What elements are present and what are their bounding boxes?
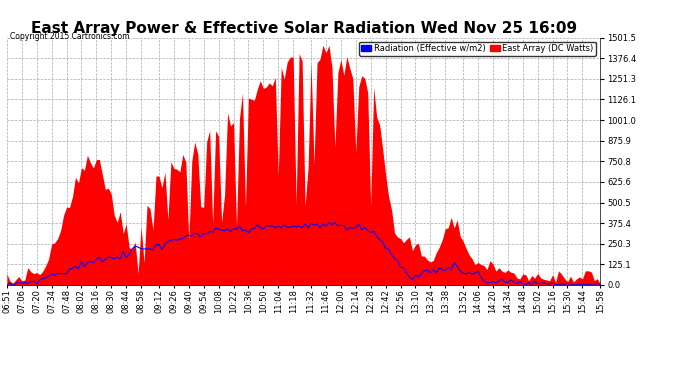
Text: Copyright 2015 Cartronics.com: Copyright 2015 Cartronics.com <box>10 32 130 41</box>
Legend: Radiation (Effective w/m2), East Array (DC Watts): Radiation (Effective w/m2), East Array (… <box>359 42 596 56</box>
Title: East Array Power & Effective Solar Radiation Wed Nov 25 16:09: East Array Power & Effective Solar Radia… <box>30 21 577 36</box>
